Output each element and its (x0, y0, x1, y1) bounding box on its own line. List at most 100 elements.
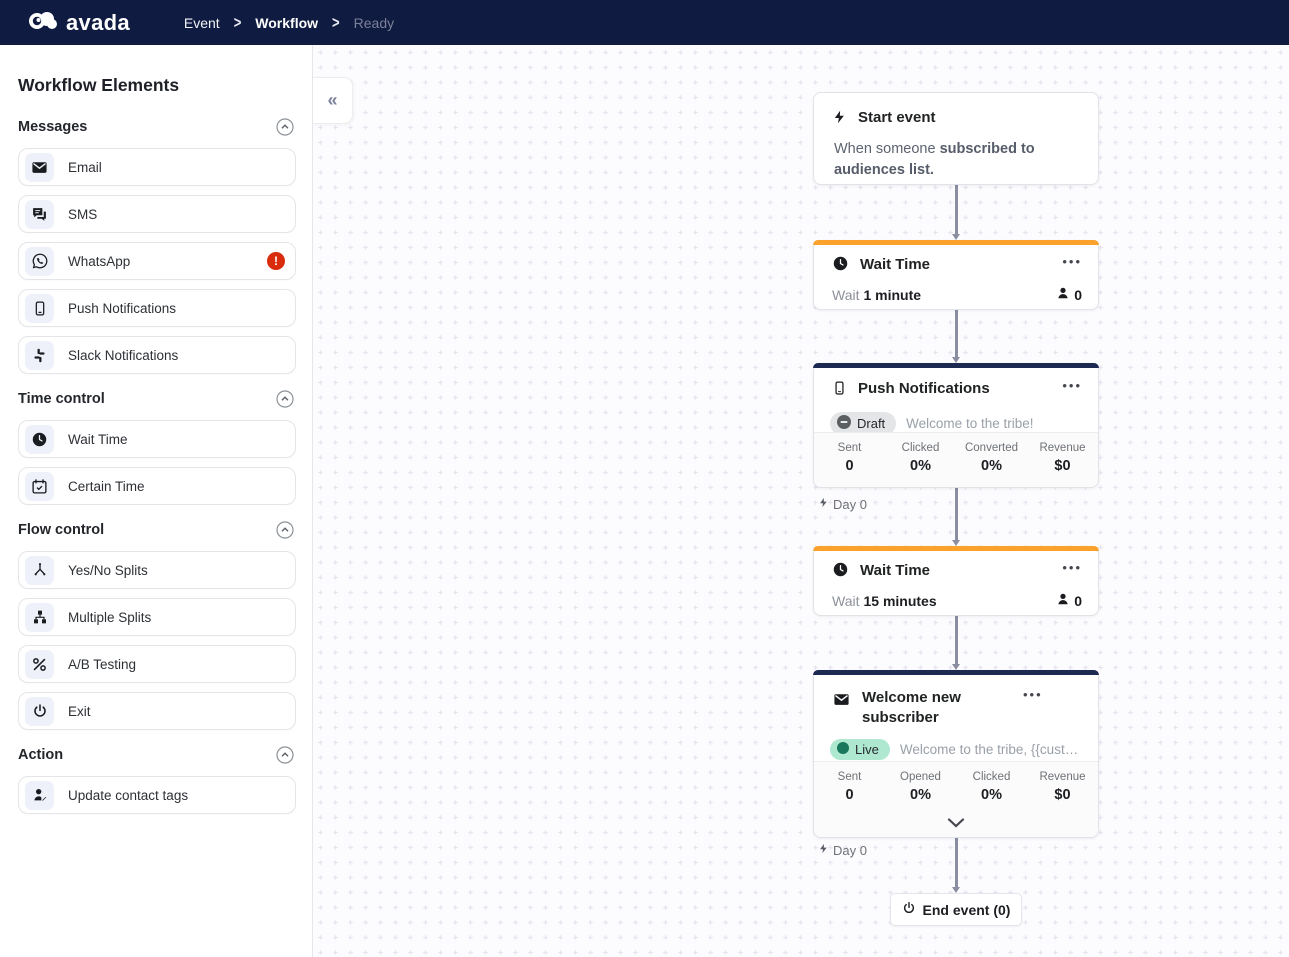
stat-value: 0% (910, 458, 931, 474)
node-menu-button[interactable]: ••• (1023, 687, 1043, 702)
collapse-section-icon[interactable] (276, 521, 294, 539)
stat-value: 0 (845, 458, 854, 474)
stat-sent: Sent 0 (814, 442, 885, 487)
node-menu-button[interactable]: ••• (1062, 254, 1082, 269)
status-badge-live: Live (830, 738, 890, 760)
power-icon (902, 901, 916, 918)
sidebar-item-whatsapp[interactable]: WhatsApp ! (18, 242, 296, 280)
node-title: Welcome new subscriber (862, 689, 961, 727)
phone-icon (832, 379, 847, 402)
lightning-icon (818, 842, 829, 858)
sidebar-item-sms[interactable]: SMS (18, 195, 296, 233)
stat-converted: Converted 0% (956, 442, 1027, 487)
node-title: Start event (858, 109, 936, 126)
sidebar-item-exit[interactable]: Exit (18, 692, 296, 730)
sidebar-item-push-notifications[interactable]: Push Notifications (18, 289, 296, 327)
breadcrumb-workflow[interactable]: Workflow (255, 14, 319, 31)
sidebar-item-label: Push Notifications (68, 300, 177, 316)
wait-value: 15 minutes (863, 592, 937, 609)
whatsapp-alert-icon: ! (267, 252, 285, 270)
stat-clicked: Clicked 0% (956, 771, 1027, 837)
sidebar-item-update-contact-tags[interactable]: Update contact tags (18, 776, 296, 814)
collapse-section-icon[interactable] (276, 746, 294, 764)
sidebar-item-wait-time[interactable]: Wait Time (18, 420, 296, 458)
section-header-time-control[interactable]: Time control (18, 390, 294, 408)
node-end-event[interactable]: End event (0) (890, 893, 1022, 926)
sidebar-item-yes-no-splits[interactable]: Yes/No Splits (18, 551, 296, 589)
contact-count: 0 (1056, 592, 1082, 609)
description-text: When someone (834, 141, 940, 157)
workflow-elements-sidebar: Workflow Elements Messages Email SMS Wha… (0, 45, 313, 957)
canvas-dot-grid (313, 45, 1289, 957)
node-menu-button[interactable]: ••• (1062, 378, 1082, 393)
sidebar-item-label: Slack Notifications (68, 347, 179, 363)
sidebar-item-slack-notifications[interactable]: Slack Notifications (18, 336, 296, 374)
calendar-icon (25, 471, 54, 501)
node-push-notifications[interactable]: Push Notifications ••• Draft Welcome to … (813, 363, 1099, 488)
node-stats: Sent 0 Opened 0% Clicked 0% Revenue $0 (814, 761, 1098, 837)
stat-value: $0 (1054, 787, 1071, 803)
node-accent-bar (813, 363, 1099, 368)
whatsapp-icon (25, 246, 54, 276)
breadcrumb-event[interactable]: Event (183, 14, 220, 31)
wait-label: Wait (832, 286, 860, 303)
breadcrumb-chevron-icon: > (233, 13, 242, 32)
message-preview: Welcome to the tribe, {{customer_... (899, 741, 1082, 757)
live-status-icon (837, 741, 849, 757)
workflow-canvas[interactable]: « Start event When someone subscribed to… (313, 45, 1289, 957)
clock-icon (832, 561, 849, 583)
wait-duration: Wait 1 minute (832, 287, 921, 303)
section-label: Flow control (18, 522, 105, 538)
stat-value: 0% (981, 787, 1002, 803)
section-header-action[interactable]: Action (18, 746, 294, 764)
sidebar-item-label: Exit (68, 703, 91, 719)
start-event-description: When someone subscribed to audiences lis… (814, 131, 1098, 181)
lightning-icon (832, 108, 847, 131)
sidebar-item-label: Yes/No Splits (68, 562, 148, 578)
node-title: Wait Time (860, 562, 931, 579)
node-title: Wait Time (860, 256, 931, 273)
sidebar-item-email[interactable]: Email (18, 148, 296, 186)
sidebar-item-label: Update contact tags (68, 787, 189, 803)
node-wait-time-1[interactable]: Wait Time ••• Wait 1 minute 0 (813, 240, 1099, 310)
day-text: Day 0 (833, 842, 867, 858)
day-label: Day 0 (818, 842, 867, 858)
collapse-section-icon[interactable] (276, 390, 294, 408)
sms-icon (25, 199, 54, 229)
node-menu-button[interactable]: ••• (1062, 560, 1082, 575)
draft-status-icon (837, 415, 851, 432)
sidebar-item-certain-time[interactable]: Certain Time (18, 467, 296, 505)
double-chevron-left-icon: « (327, 90, 338, 110)
section-header-messages[interactable]: Messages (18, 118, 294, 136)
person-edit-icon (25, 780, 54, 810)
sidebar-item-ab-testing[interactable]: A/B Testing (18, 645, 296, 683)
status-label: Live (855, 741, 879, 757)
top-navbar: avada Event > Workflow > Ready (0, 0, 1289, 45)
sidebar-collapse-button[interactable]: « (313, 77, 353, 124)
email-icon (832, 688, 851, 713)
expand-node-chevron-icon[interactable] (947, 815, 965, 833)
multi-split-icon (25, 602, 54, 632)
avada-logo[interactable]: avada (26, 8, 130, 37)
wait-duration: Wait 15 minutes (832, 593, 937, 609)
avada-logo-icon (26, 8, 58, 37)
sidebar-item-multiple-splits[interactable]: Multiple Splits (18, 598, 296, 636)
node-start-event[interactable]: Start event When someone subscribed to a… (813, 92, 1099, 185)
node-wait-time-2[interactable]: Wait Time ••• Wait 15 minutes 0 (813, 546, 1099, 616)
section-label: Action (18, 747, 64, 763)
node-accent-bar (813, 670, 1099, 675)
email-icon (25, 152, 54, 182)
sidebar-item-label: SMS (68, 206, 98, 222)
node-welcome-new-subscriber[interactable]: Welcome new subscriber ••• Live Welcome … (813, 670, 1099, 838)
day-label: Day 0 (818, 496, 867, 512)
collapse-section-icon[interactable] (276, 118, 294, 136)
sidebar-item-label: Wait Time (68, 431, 128, 447)
clock-icon (25, 424, 54, 454)
breadcrumb: Event > Workflow > Ready (183, 13, 394, 32)
sidebar-item-label: A/B Testing (68, 656, 137, 672)
section-header-flow-control[interactable]: Flow control (18, 521, 294, 539)
wait-value: 1 minute (863, 286, 922, 303)
stat-revenue: Revenue $0 (1027, 442, 1098, 487)
phone-icon (25, 293, 54, 323)
message-preview: Welcome to the tribe! (906, 416, 1034, 431)
